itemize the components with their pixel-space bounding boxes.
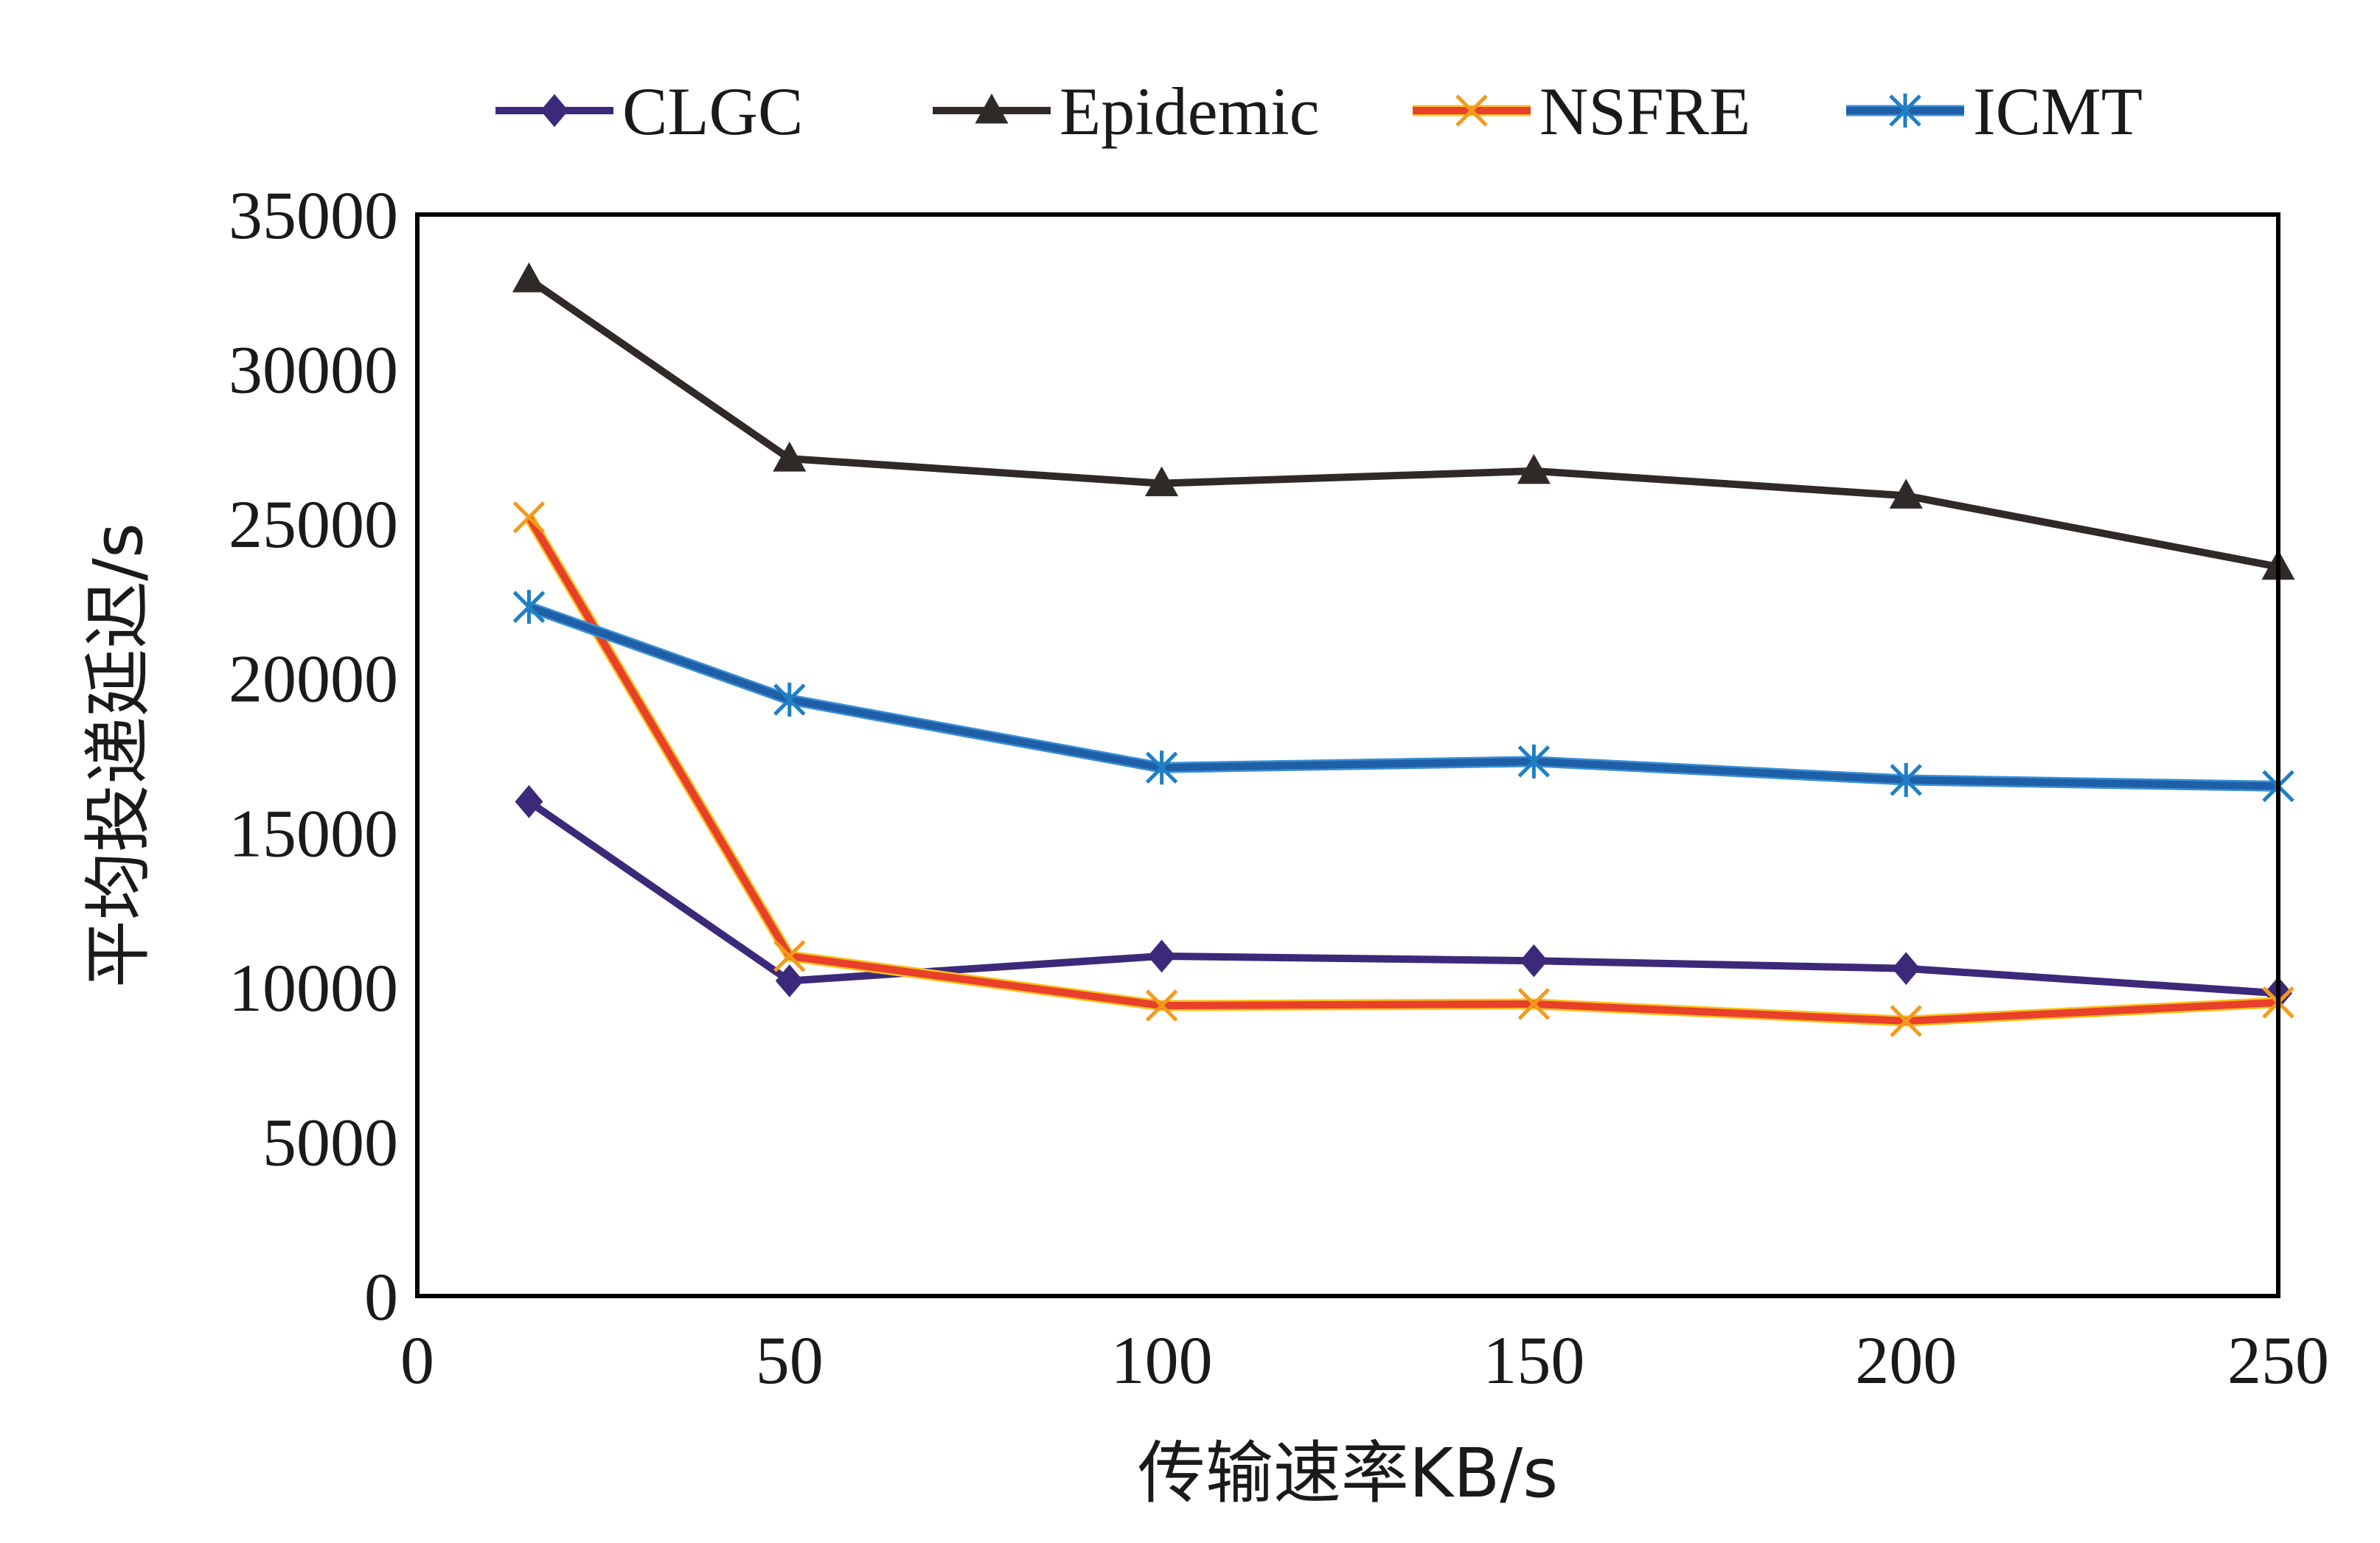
series-layer [512,262,2295,1037]
data-point [1520,944,1548,978]
x-tick-label: 250 [2227,1323,2329,1398]
legend-item-nsfre: NSFRE [1413,74,1750,149]
data-point [1892,952,1921,986]
series-line-outline [523,514,2279,1027]
legend-label: NSFRE [1539,74,1750,149]
data-point [512,501,546,534]
legend-marker [1455,94,1488,127]
data-point [775,964,804,997]
y-axis-ticks: 0 5000 10000 15000 20000 25000 30000 35000 [229,178,398,1334]
series-line [526,276,2279,571]
plot-frame [415,212,2280,1298]
legend-label: ICMT [1973,74,2143,149]
series-nsfre [512,501,2294,1037]
legend-item-icmt: ICMT [1846,74,2143,149]
series-clgc [515,785,2292,1010]
series-line [527,603,2279,790]
x-tick-label: 100 [1111,1323,1213,1398]
x-axis-title: 传输速率KB/s [1138,1434,1558,1513]
x-tick-label: 50 [756,1323,824,1398]
data-point [1147,939,1176,973]
legend-marker [975,93,1009,124]
legend-marker [540,94,568,128]
y-tick-label: 10000 [229,950,398,1025]
x-axis-ticks: 0 50 100 150 200 250 [400,1323,2329,1398]
data-point [773,683,806,717]
chart-legend: CLGC Epidemic NSFRE ICMT [495,74,2143,149]
data-point [773,442,807,472]
data-point [773,940,806,972]
data-point [1889,478,1923,509]
data-point [1145,466,1179,497]
data-point [1890,1005,1922,1037]
x-tick-label: 200 [1855,1323,1957,1398]
data-point [512,262,546,293]
series-line [526,515,2279,1025]
y-tick-label: 5000 [262,1104,398,1180]
y-tick-label: 20000 [229,641,398,717]
y-axis-title: 平均投递延迟/s [79,523,158,988]
series-line [526,798,2279,997]
data-point [1145,989,1178,1022]
data-point [1517,988,1551,1020]
data-point [1145,750,1178,785]
legend-marker [1889,94,1921,128]
data-point [1890,763,1922,798]
y-tick-label: 0 [364,1259,398,1334]
y-tick-label: 30000 [229,332,398,408]
data-point [1517,744,1551,779]
legend-item-clgc: CLGC [495,74,803,149]
series-icmt [512,590,2294,804]
legend-label: CLGC [622,74,803,149]
legend-item-epidemic: Epidemic [933,74,1320,149]
data-point [515,785,543,818]
y-tick-label: 15000 [229,795,398,871]
legend-label: Epidemic [1059,74,1320,149]
data-point [512,590,546,624]
y-tick-label: 35000 [229,178,398,253]
x-tick-label: 0 [400,1323,434,1398]
data-point [1517,453,1551,484]
series-epidemic [512,262,2295,580]
x-tick-label: 150 [1483,1323,1584,1398]
y-tick-label: 25000 [229,487,398,562]
